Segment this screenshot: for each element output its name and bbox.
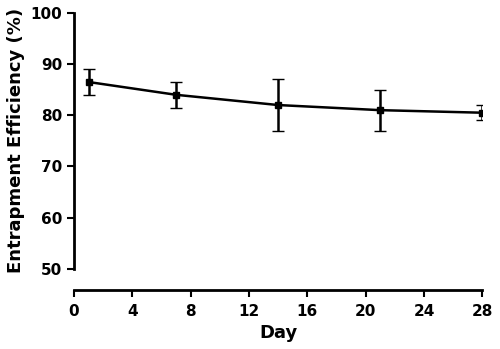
- X-axis label: Day: Day: [259, 324, 298, 342]
- Y-axis label: Entrapment Efficiency (%): Entrapment Efficiency (%): [7, 8, 25, 273]
